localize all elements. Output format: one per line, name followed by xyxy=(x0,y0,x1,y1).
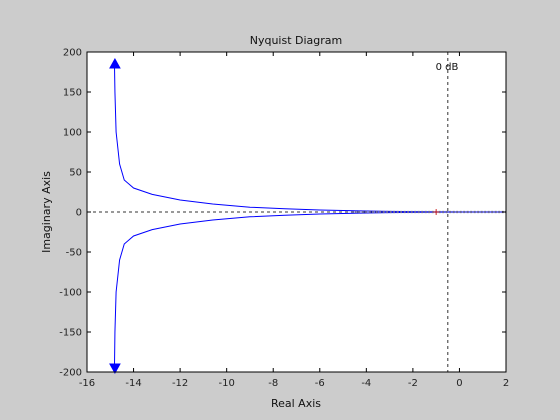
x-tick-label: -14 xyxy=(125,378,141,389)
y-ticks: -200 -150 -100 -50 0 50 100 150 200 xyxy=(59,48,506,379)
y-tick-label: 200 xyxy=(63,48,82,59)
x-tick-label: -8 xyxy=(268,378,278,389)
x-tick-label: -10 xyxy=(218,378,234,389)
nyquist-branch-lower xyxy=(113,211,507,369)
x-tick-label: -6 xyxy=(315,378,325,389)
y-axis-label: Imaginary Axis xyxy=(40,171,53,253)
chart-title: Nyquist Diagram xyxy=(250,34,343,47)
x-ticks: -16 -14 -12 -10 -8 -6 -4 -2 0 2 xyxy=(79,52,509,389)
zero-db-annotation: 0 dB xyxy=(436,62,459,73)
x-tick-label: 2 xyxy=(503,378,509,389)
x-tick-label: -16 xyxy=(79,378,95,389)
x-tick-label: 0 xyxy=(456,378,462,389)
x-tick-label: -12 xyxy=(172,378,188,389)
y-tick-label: 100 xyxy=(63,128,82,139)
y-tick-label: -50 xyxy=(66,248,82,259)
direction-arrow xyxy=(109,57,121,69)
y-tick-label: 0 xyxy=(76,208,82,219)
y-tick-label: 50 xyxy=(69,168,82,179)
y-tick-label: -150 xyxy=(59,328,82,339)
x-tick-label: -4 xyxy=(361,378,371,389)
direction-arrow xyxy=(109,363,121,375)
markers-layer xyxy=(109,57,440,375)
series-layer xyxy=(113,63,507,369)
y-tick-label: 150 xyxy=(63,88,82,99)
y-tick-label: -200 xyxy=(59,368,82,379)
x-tick-label: -2 xyxy=(408,378,418,389)
x-axis-label: Real Axis xyxy=(271,397,321,410)
y-tick-label: -100 xyxy=(59,288,82,299)
